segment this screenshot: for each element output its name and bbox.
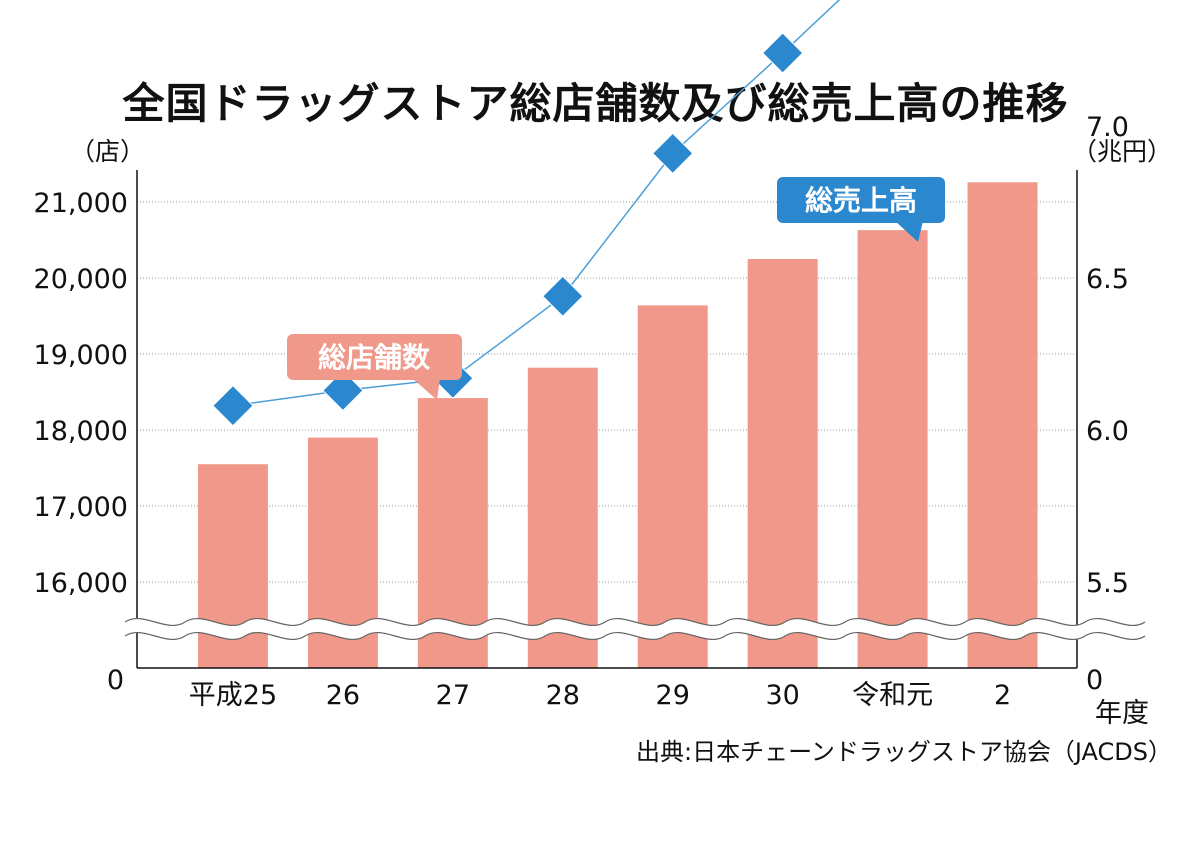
right-tick-4: 7.0 <box>1086 112 1129 143</box>
x-tick-7: 2 <box>994 680 1011 711</box>
left-tick-3: 18,000 <box>34 416 128 447</box>
x-tick-4: 29 <box>656 680 690 711</box>
bar-5 <box>747 259 818 668</box>
axis-break-fill <box>125 618 1145 640</box>
tick-labels: 0 16,000 17,000 18,000 19,000 20,000 21,000 0 5.… <box>34 112 1129 711</box>
callout-sales-label: 総売上高 <box>805 184 917 217</box>
right-tick-2: 6.0 <box>1086 416 1129 447</box>
bar-6 <box>857 230 928 668</box>
left-tick-2: 17,000 <box>34 492 128 523</box>
left-tick-1: 16,000 <box>34 568 128 599</box>
source-note: 出典:日本チェーンドラッグストア協会（JACDS） <box>636 738 1172 766</box>
left-tick-5: 20,000 <box>34 264 128 295</box>
callout-store-count-pointer <box>412 378 440 400</box>
x-tick-0: 平成25 <box>189 680 277 711</box>
callout-sales-pointer <box>895 221 923 242</box>
bar-series <box>197 182 1038 669</box>
right-tick-1: 5.5 <box>1086 568 1129 599</box>
sales-marker-5 <box>761 32 804 74</box>
bar-3 <box>527 367 598 668</box>
left-axis-unit: （店） <box>70 137 145 166</box>
callout-store-count-box <box>287 334 462 380</box>
left-tick-6: 21,000 <box>34 188 128 219</box>
callout-sales-box <box>777 177 945 223</box>
left-tick-4: 19,000 <box>34 340 128 371</box>
axes <box>136 170 1078 669</box>
x-tick-1: 26 <box>326 680 360 711</box>
left-tick-0: 0 <box>107 665 124 696</box>
x-tick-3: 28 <box>546 680 580 711</box>
axis-break <box>124 617 1146 641</box>
x-tick-6: 令和元 <box>852 680 933 711</box>
bar-7 <box>967 182 1038 669</box>
x-tick-2: 27 <box>436 680 470 711</box>
x-axis-unit: 年度 <box>1095 698 1149 729</box>
callout-store-count-label: 総店舗数 <box>318 341 431 374</box>
sales-marker-1 <box>322 369 364 412</box>
gridlines <box>137 201 1077 583</box>
axis-break-line-bottom <box>124 631 1146 641</box>
right-tick-0: 0 <box>1086 665 1103 696</box>
right-tick-3: 6.5 <box>1086 264 1129 295</box>
sales-marker-4 <box>652 132 694 175</box>
right-axis-unit: （兆円） <box>1072 137 1172 166</box>
chart-title: 全国ドラッグストア総店舗数及び総売上高の推移 <box>122 79 1069 128</box>
x-tick-5: 30 <box>765 680 799 711</box>
axis-break-line-top <box>124 617 1146 627</box>
line-series <box>212 0 841 427</box>
callout-store-count: 総店舗数 <box>287 334 462 400</box>
sales-marker-3 <box>542 275 584 317</box>
bar-4 <box>637 305 708 668</box>
callout-sales: 総売上高 <box>777 177 945 242</box>
sales-marker-0 <box>212 384 254 427</box>
